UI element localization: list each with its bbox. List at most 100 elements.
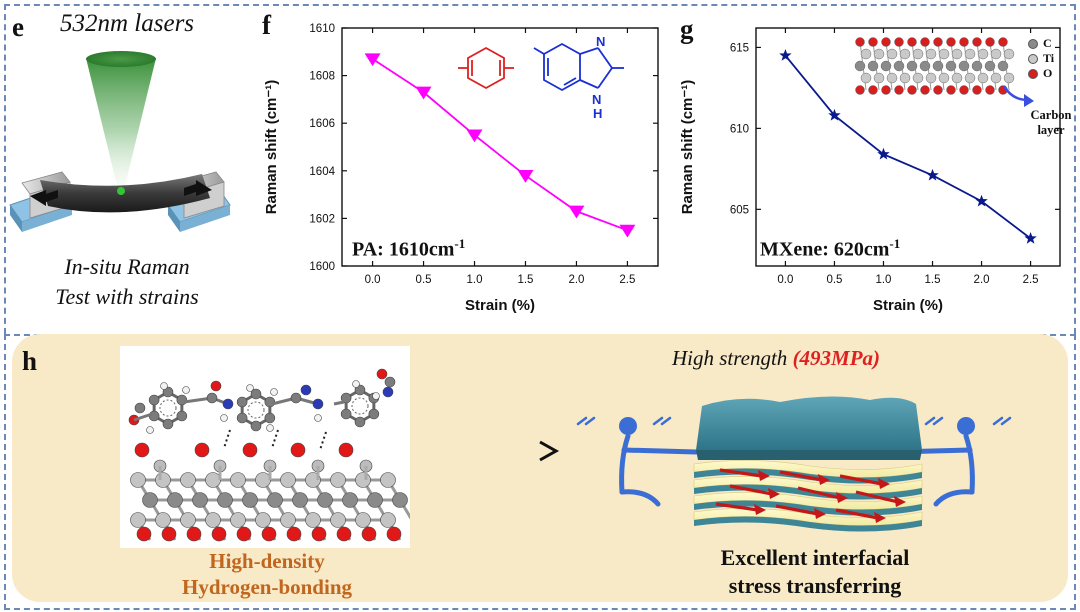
- model-atom: [311, 526, 327, 542]
- hydrogen-bond-line: [223, 429, 231, 449]
- y-tick-label: 1602: [309, 213, 335, 225]
- setup-caption-line2: Test with strains: [55, 284, 199, 309]
- mxene-atom: [984, 60, 996, 72]
- stress-transfer-caption-line1: Excellent interfacial: [720, 545, 910, 570]
- model-atom: [255, 472, 271, 488]
- data-point: [568, 205, 585, 219]
- stress-arrow-icon: [779, 470, 823, 482]
- mxene-atom: [886, 72, 898, 84]
- mxene-atom: [938, 72, 950, 84]
- model-atom: [382, 386, 394, 398]
- model-atom: [312, 398, 324, 410]
- pa-peak-annotation-text: PA: 1610cm: [352, 238, 455, 261]
- model-atom: [246, 384, 254, 392]
- model-atom: [342, 492, 358, 508]
- panel-letter-h: h: [22, 346, 38, 376]
- model-atom: [236, 526, 252, 542]
- model-atom: [266, 424, 274, 432]
- mxene-atom: [886, 48, 898, 60]
- mxene-atom: [907, 37, 917, 47]
- model-atom: [286, 526, 302, 542]
- x-tick-label: 1.0: [467, 274, 483, 286]
- stress-arrow-icon: [775, 504, 819, 516]
- model-atom: [376, 368, 388, 380]
- model-atom: [261, 526, 277, 542]
- atom-legend-item: O: [1028, 66, 1072, 81]
- model-atom: [380, 512, 396, 528]
- model-atom: [336, 526, 352, 542]
- model-atom: [317, 492, 333, 508]
- carbon-layer-arrow-icon: [1002, 85, 1034, 107]
- model-atom: [222, 398, 234, 410]
- atom-legend-dot: [1028, 53, 1038, 64]
- mxene-atom: [964, 48, 976, 60]
- plot-frame: [341, 27, 659, 267]
- model-atom: [182, 386, 190, 394]
- model-atom: [236, 412, 248, 424]
- atom-legend-item: C: [1028, 36, 1072, 51]
- plot-frame: [755, 27, 1061, 267]
- y-tick-label: 615: [730, 42, 749, 54]
- mxene-atom: [899, 48, 911, 60]
- stress-arrow-icon: [839, 474, 883, 486]
- process-arrow-icon: [474, 440, 560, 462]
- mxene-atom: [880, 60, 892, 72]
- panel-letter-f: f: [262, 10, 271, 40]
- model-atom: [250, 420, 262, 432]
- model-atom: [290, 442, 306, 458]
- atom-legend-dot: [1028, 68, 1038, 79]
- mxene-atom: [977, 72, 989, 84]
- model-atom: [134, 402, 146, 414]
- model-atom: [230, 512, 246, 528]
- y-axis-title: Raman shift (cm⁻¹): [679, 80, 696, 215]
- model-atom: [264, 412, 276, 424]
- x-axis-title: Strain (%): [873, 297, 943, 314]
- laser-spot: [117, 187, 125, 195]
- stress-arrowhead-icon: [818, 474, 830, 485]
- puller-figure-left-icon: [619, 417, 699, 507]
- stress-arrow-icon: [855, 490, 899, 504]
- mxene-atom: [907, 85, 917, 95]
- mxene-atom: [997, 60, 1009, 72]
- raman-setup-illustration: [9, 51, 231, 232]
- mxene-atom: [873, 48, 885, 60]
- data-point: [1024, 231, 1037, 244]
- atom-legend: C Ti O: [1028, 36, 1072, 81]
- mxene-atom: [855, 37, 865, 47]
- mxene-atom: [894, 85, 904, 95]
- model-atom: [386, 526, 402, 542]
- y-tick-label: 1604: [309, 166, 335, 178]
- strength-label: High strength (493MPa): [672, 346, 972, 371]
- mxene-atom: [920, 37, 930, 47]
- stress-arrowhead-icon: [836, 492, 848, 503]
- svg-text:N: N: [596, 34, 605, 49]
- series-line: [784, 54, 1032, 240]
- composite-top-surface: [696, 396, 922, 450]
- model-atom: [380, 472, 396, 488]
- x-axis-title: Strain (%): [465, 297, 535, 314]
- hydrogen-bond-line: [319, 431, 327, 451]
- model-atom: [192, 492, 208, 508]
- mxene-atom: [946, 37, 956, 47]
- model-atom: [161, 526, 177, 542]
- mxene-atom: [881, 37, 891, 47]
- mxene-peak-annotation-text: MXene: 620cm: [760, 238, 890, 261]
- stress-arrow-icon: [729, 484, 773, 496]
- model-atom: [300, 384, 312, 396]
- mxene-atom: [919, 60, 931, 72]
- model-atom: [361, 526, 377, 542]
- benzene-ring-icon: [458, 46, 514, 90]
- model-atom: [206, 392, 218, 404]
- model-atom: [368, 408, 380, 420]
- mxene-atom: [933, 85, 943, 95]
- model-atom: [167, 492, 183, 508]
- model-atom: [205, 512, 221, 528]
- model-atom: [354, 416, 366, 428]
- model-atom: [155, 512, 171, 528]
- model-atom: [338, 442, 354, 458]
- stress-transfer-caption: Excellent interfacial stress transferrin…: [684, 544, 946, 600]
- model-atom: [372, 392, 380, 400]
- stress-arrowhead-icon: [754, 504, 766, 515]
- mxene-atom: [868, 37, 878, 47]
- model-atom: [314, 414, 322, 422]
